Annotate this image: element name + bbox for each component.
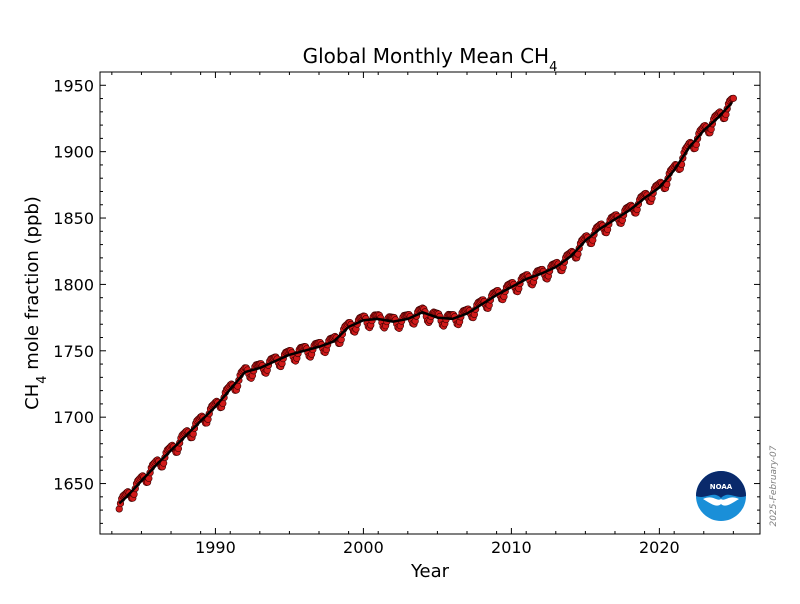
x-tick-label: 2020	[639, 538, 680, 557]
chart-title: Global Monthly Mean CH4	[303, 44, 558, 75]
noaa-logo-bird	[703, 497, 739, 506]
chart-title-subscript: 4	[549, 60, 557, 75]
date-stamp: 2025-February-07	[769, 445, 779, 526]
y-tick-label: 1850	[53, 209, 94, 228]
x-tick-label: 1990	[195, 538, 236, 557]
x-tick-label: 2000	[343, 538, 384, 557]
x-tick-label: 2010	[491, 538, 532, 557]
noaa-logo-top	[696, 471, 746, 498]
y-tick-label: 1950	[53, 76, 94, 95]
noaa-logo-text: NOAA	[710, 483, 733, 491]
y-axis-label: CH4 mole fraction (ppb)	[22, 196, 50, 410]
trend-line	[118, 101, 733, 505]
noaa-logo: NOAA	[696, 471, 746, 521]
y-tick-label: 1800	[53, 275, 94, 294]
plot-frame	[99, 71, 761, 535]
y-tick-label: 1750	[53, 342, 94, 361]
x-axis-label: Year	[410, 561, 450, 582]
monthly-mean-point	[729, 94, 737, 102]
y-tick-label: 1700	[53, 408, 94, 427]
y-tick-label: 1900	[53, 143, 94, 162]
chart-marks	[115, 94, 737, 513]
y-axis-label-subscript: 4	[35, 375, 50, 383]
y-tick-label: 1650	[53, 475, 94, 494]
